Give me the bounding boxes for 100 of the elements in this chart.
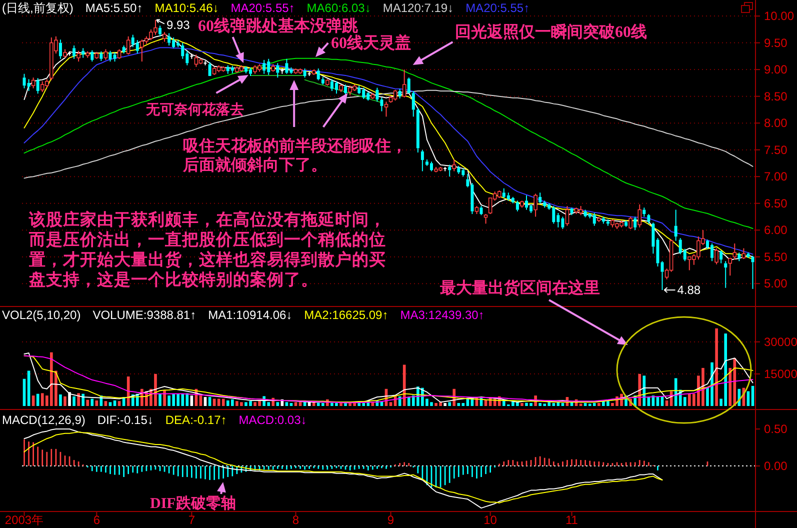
annotation: 9.93 xyxy=(166,18,190,32)
candlestick xyxy=(511,196,514,204)
bar xyxy=(715,328,718,406)
y-tick-label: 7.00 xyxy=(764,170,788,184)
x-tick-label: 10 xyxy=(484,513,498,527)
bar xyxy=(90,398,94,406)
candlestick xyxy=(276,62,280,78)
annotation: MACD:0.03↓ xyxy=(238,413,307,427)
bar xyxy=(448,402,451,406)
text: MA20:5.55↑ xyxy=(466,1,530,15)
annotation: 60线天灵盖 xyxy=(331,33,411,52)
bar xyxy=(520,403,524,406)
bar xyxy=(340,403,342,406)
annotation: VOLUME:9388.81↑ xyxy=(92,308,196,322)
candlestick xyxy=(543,200,546,208)
candlestick xyxy=(720,250,723,264)
candlestick xyxy=(407,77,410,94)
candlestick xyxy=(117,48,122,60)
candlestick xyxy=(416,108,420,153)
x-tick-label: 8 xyxy=(292,513,300,527)
bar xyxy=(77,393,80,406)
annotation: DIF跌破零轴 xyxy=(150,495,236,512)
candlestick xyxy=(732,242,737,260)
candlestick xyxy=(746,252,750,258)
candlestick xyxy=(751,255,754,290)
candlestick xyxy=(724,260,728,288)
bar xyxy=(158,394,162,406)
y-tick-label: 8.50 xyxy=(764,89,788,104)
x-tick-label: 2003年 xyxy=(4,513,44,527)
y-tick-label: 5.50 xyxy=(764,250,788,264)
y-tick-label: 9.50 xyxy=(764,36,788,50)
annotation: 该股庄家由于获利颇丰，在高位没有拖延时间，而是压价沽出，一直把股价压低到一个稍低的位置，才开始大量出货，这样也容易得到散户的买盘支持，这是一个比较特别的案例了。 xyxy=(28,210,386,289)
bar xyxy=(592,403,596,406)
candlestick xyxy=(58,39,62,60)
candlestick xyxy=(480,206,483,216)
annotation: 回光返照仅一瞬间突破60线 xyxy=(455,23,647,41)
annotation: 无可奈何花落去 xyxy=(145,102,244,118)
bar xyxy=(389,402,392,406)
candlestick xyxy=(634,216,637,231)
y-tick-label: 0.50 xyxy=(764,422,788,436)
text: MA2:16625.09↑ xyxy=(304,308,388,322)
bar xyxy=(64,396,66,406)
chart-title: MACD(12,26,9) xyxy=(2,413,86,427)
candlestick xyxy=(27,78,30,92)
annotation: 4.88 xyxy=(677,283,701,298)
text: MA120:7.19↓ xyxy=(382,1,454,15)
y-tick-label: 6.50 xyxy=(764,196,788,210)
candlestick xyxy=(181,42,184,60)
candlestick xyxy=(334,80,338,94)
y-tick-label: 5.00 xyxy=(764,276,788,291)
bar xyxy=(321,403,324,406)
text: MA3:12439.30↑ xyxy=(400,308,484,322)
bar xyxy=(212,398,216,406)
candlestick xyxy=(262,59,266,74)
bar xyxy=(294,402,298,406)
bar xyxy=(104,401,108,406)
candlestick xyxy=(82,48,85,58)
series-label: DEA:-0.17↑ xyxy=(165,413,227,427)
candlestick xyxy=(430,161,433,172)
bar xyxy=(457,403,460,406)
candlestick xyxy=(358,85,361,95)
bar xyxy=(303,402,306,406)
bar xyxy=(72,396,76,406)
y-tick-label: 10.00 xyxy=(764,9,794,24)
text: MA60:6.03↓ xyxy=(306,1,371,15)
y-tick-label: 8.00 xyxy=(764,116,788,130)
candlestick xyxy=(31,77,36,89)
annotation: 最大量出货区间在这里 xyxy=(439,279,600,297)
line-series xyxy=(24,58,754,229)
legend-label: MA20:5.55↑ xyxy=(230,1,295,15)
bar xyxy=(163,390,166,406)
candlestick xyxy=(402,69,406,98)
chart-title: VOL2(5,10,20) xyxy=(2,308,81,322)
x-tick-label: 6 xyxy=(93,513,100,527)
x-tick-label: 11 xyxy=(566,513,578,527)
bar xyxy=(118,401,121,406)
candlestick xyxy=(516,200,519,212)
candlestick xyxy=(136,40,139,54)
candlestick xyxy=(63,48,67,58)
bar xyxy=(222,398,225,406)
bar xyxy=(86,400,90,406)
bar xyxy=(285,402,288,406)
annotation: 吸住天花板的前半段还能吸住，后面就倾斜向下了。 xyxy=(182,137,407,174)
candlestick xyxy=(194,54,198,68)
candlestick xyxy=(168,32,171,46)
candlestick xyxy=(638,204,642,228)
candlestick xyxy=(624,220,628,228)
candlestick xyxy=(36,78,40,94)
bar xyxy=(298,402,302,406)
text: MA5:5.50↑ xyxy=(85,1,143,15)
text: MA10:5.46↓ xyxy=(154,1,219,15)
candlestick xyxy=(420,149,424,172)
candlestick xyxy=(538,192,542,204)
y-tick-label: 7.50 xyxy=(764,142,788,157)
candlestick xyxy=(72,44,76,60)
bar xyxy=(276,402,280,406)
y-tick-label: 30000 xyxy=(764,334,797,349)
bar xyxy=(598,403,600,406)
bar xyxy=(638,374,642,406)
y-tick-label: 9.00 xyxy=(764,62,788,77)
